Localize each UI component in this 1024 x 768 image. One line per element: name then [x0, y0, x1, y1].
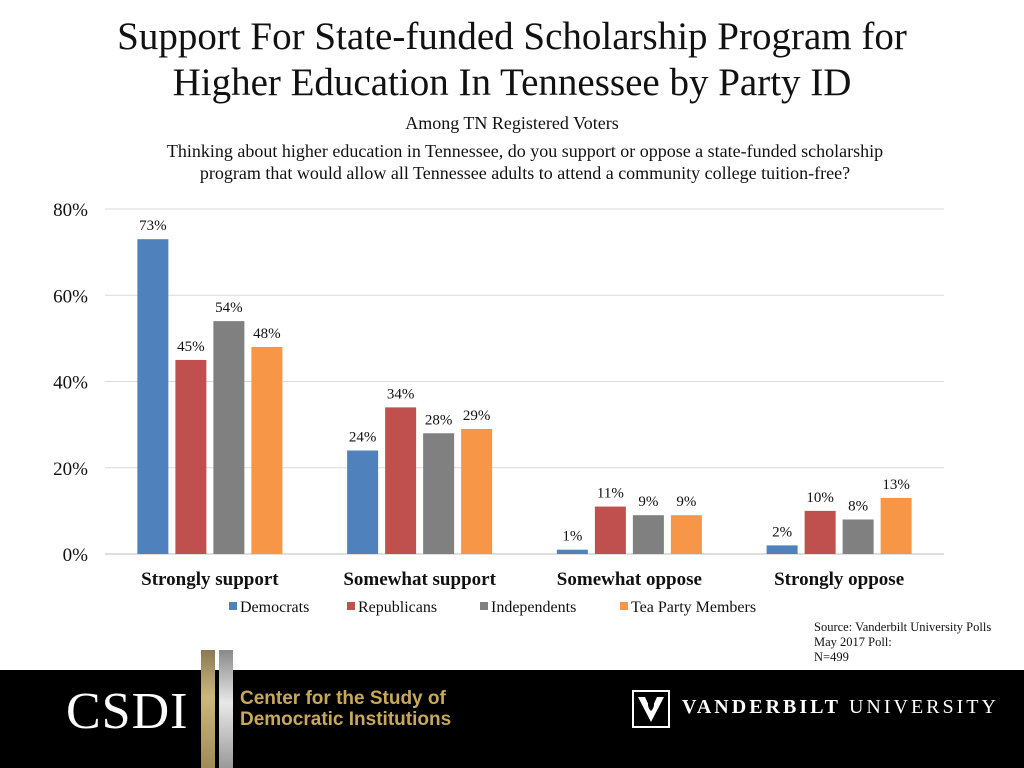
data-label: 73%: [139, 218, 167, 234]
vanderbilt-wordmark-light: UNIVERSITY: [848, 696, 999, 718]
data-label: 11%: [597, 486, 624, 502]
csdi-name-line-2: Democratic Institutions: [240, 709, 452, 730]
y-tick-label: 0%: [63, 545, 89, 566]
data-label: 29%: [463, 408, 491, 424]
data-label: 28%: [425, 412, 453, 428]
vanderbilt-oak-leaf-icon: [632, 690, 670, 728]
bar: [251, 347, 283, 554]
title-line-1: Support For State-funded Scholarship Pro…: [117, 15, 907, 58]
sample-size: N=499: [814, 650, 849, 664]
bar: [213, 321, 245, 554]
footer-banner: CSDI Center for the Study of Democratic …: [0, 650, 1024, 768]
bar-chart: 0% 20% 40% 60% 80% 73% 45% 54% 48% Strongly suppo…: [53, 200, 944, 616]
csdi-logo-text: CSDI: [66, 683, 189, 740]
question-line-1: Thinking about higher education in Tenne…: [166, 141, 884, 161]
chart-subtitle: Among TN Registered Voters: [405, 113, 619, 133]
legend-label: Republicans: [358, 599, 437, 616]
legend-label: Independents: [491, 599, 576, 616]
data-label: 10%: [806, 490, 834, 506]
bar: [632, 515, 664, 554]
vanderbilt-wordmark: VANDERBILT UNIVERSITY: [682, 696, 999, 719]
data-label: 45%: [177, 339, 205, 355]
bar: [137, 239, 169, 554]
bar: [556, 549, 588, 554]
csdi-full-name: Center for the Study of Democratic Insti…: [240, 688, 451, 730]
csdi-name-line-1: Center for the Study of: [240, 688, 446, 709]
bar: [880, 497, 912, 554]
vanderbilt-wordmark-bold: VANDERBILT: [682, 696, 841, 718]
question-line-2: program that would allow all Tennessee a…: [199, 163, 851, 183]
data-label: 54%: [215, 300, 243, 316]
bar: [423, 433, 455, 554]
data-label: 13%: [882, 477, 910, 493]
title-line-2: Higher Education In Tennessee by Party I…: [172, 61, 852, 104]
legend-swatch: [620, 602, 628, 610]
bar: [842, 519, 874, 554]
poll-date: May 2017 Poll:: [814, 635, 892, 649]
bar: [670, 515, 702, 554]
y-tick-label: 20%: [53, 459, 88, 480]
data-label: 9%: [638, 494, 658, 510]
data-label: 9%: [676, 494, 696, 510]
legend-swatch: [347, 602, 355, 610]
y-tick-label: 80%: [53, 200, 88, 221]
bar: [347, 450, 379, 554]
data-label: 24%: [349, 430, 377, 446]
data-label: 48%: [253, 326, 281, 342]
bar: [385, 407, 417, 554]
legend-label: Democrats: [240, 599, 309, 616]
legend-swatch: [480, 602, 488, 610]
source-note: Source: Vanderbilt University Polls May …: [814, 620, 991, 665]
data-label: 2%: [772, 524, 792, 540]
y-tick-label: 40%: [53, 373, 88, 394]
bar: [804, 510, 836, 554]
category-label: Somewhat support: [343, 569, 496, 590]
gold-stripe: [201, 650, 215, 768]
silver-stripe: [219, 650, 233, 768]
bar: [175, 359, 207, 554]
data-label: 8%: [848, 499, 868, 515]
bar: [766, 545, 798, 554]
survey-question: Thinking about higher education in Tenne…: [100, 140, 950, 184]
y-tick-label: 60%: [53, 286, 88, 307]
source-line: Source: Vanderbilt University Polls: [814, 620, 992, 634]
data-label: 34%: [387, 386, 415, 402]
data-label: 1%: [562, 529, 582, 545]
category-label: Strongly oppose: [774, 569, 904, 590]
chart-title: Support For State-funded Scholarship Pro…: [0, 14, 1024, 106]
legend-swatch: [229, 602, 237, 610]
category-label: Strongly support: [141, 569, 279, 590]
bar: [461, 428, 493, 554]
category-label: Somewhat oppose: [557, 569, 702, 590]
bar: [594, 506, 626, 554]
legend-label: Tea Party Members: [631, 599, 756, 616]
